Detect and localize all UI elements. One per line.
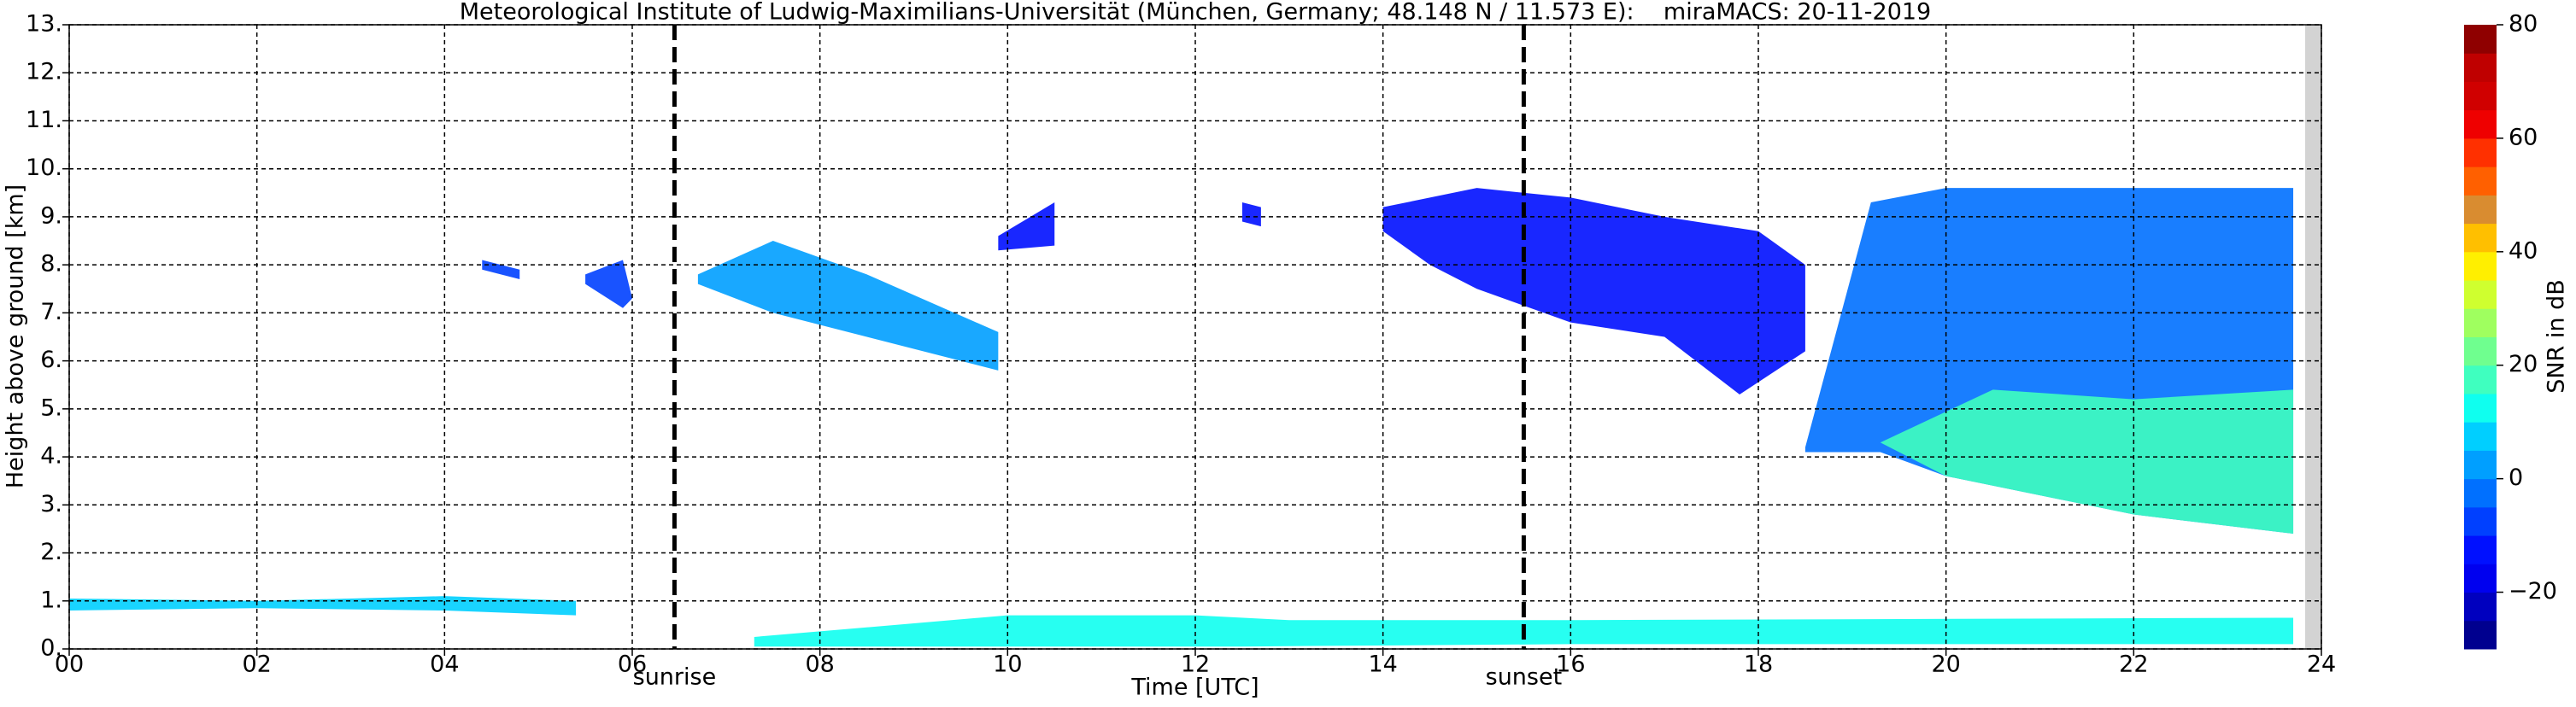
colorbar-tick-label: 0 — [2509, 465, 2523, 491]
colorbar-segment — [2464, 195, 2497, 225]
colorbar-segment — [2464, 308, 2497, 337]
y-tick-label: 12. — [26, 59, 62, 85]
annotation-label: sunset — [1486, 664, 1563, 691]
echo-region — [482, 260, 520, 280]
x-tick-label: 00 — [55, 651, 84, 678]
colorbar-tick-label: 40 — [2509, 237, 2538, 264]
colorbar-segment — [2464, 478, 2497, 508]
colorbar-tick-label: 20 — [2509, 351, 2538, 377]
colorbar-tick-label: 80 — [2509, 11, 2538, 38]
echo-region — [1382, 188, 1805, 394]
x-tick-label: 24 — [2307, 651, 2336, 678]
x-tick-label: 22 — [2119, 651, 2148, 678]
colorbar-segment — [2464, 393, 2497, 423]
colorbar-tick-label: 60 — [2509, 124, 2538, 150]
y-tick-label: 10. — [26, 155, 62, 181]
colorbar-segment — [2464, 280, 2497, 309]
colorbar-segment — [2464, 223, 2497, 253]
colorbar-segment — [2464, 535, 2497, 564]
colorbar-tick-label: −20 — [2509, 578, 2557, 605]
colorbar-segment — [2464, 620, 2497, 650]
colorbar-segment — [2464, 450, 2497, 480]
x-tick-label: 02 — [242, 651, 271, 678]
echo-region — [998, 202, 1055, 251]
colorbar-segment — [2464, 25, 2497, 54]
y-label: Height above ground [km] — [3, 184, 29, 488]
colorbar-label: SNR in dB — [2544, 279, 2570, 394]
colorbar-segment — [2464, 81, 2497, 111]
y-tick-label: 1. — [40, 587, 62, 613]
annotation-label: sunrise — [633, 664, 717, 691]
colorbar-segment — [2464, 506, 2497, 536]
echo-region — [585, 260, 632, 308]
echo-region — [1241, 202, 1261, 227]
x-tick-label: 20 — [1931, 651, 1960, 678]
x-tick-label: 10 — [993, 651, 1022, 678]
x-tick-label: 08 — [805, 651, 834, 678]
x-tick-label: 12 — [1181, 651, 1210, 678]
echo-region — [1880, 389, 2294, 535]
x-tick-label: 14 — [1368, 651, 1397, 678]
y-tick-label: 6. — [40, 347, 62, 373]
y-tick-label: 7. — [40, 299, 62, 325]
colorbar-segment — [2464, 251, 2497, 281]
y-tick-label: 5. — [40, 394, 62, 421]
colorbar-segment — [2464, 109, 2497, 139]
colorbar-segment — [2464, 592, 2497, 622]
y-tick-label: 9. — [40, 202, 62, 229]
chart-title: Meteorological Institute of Ludwig-Maxim… — [460, 0, 1932, 26]
echo-region — [697, 241, 999, 371]
x-tick-label: 06 — [618, 651, 647, 678]
y-tick-label: 0. — [40, 635, 62, 662]
colorbar-segment — [2464, 564, 2497, 593]
x-label: Time [UTC] — [1130, 675, 1259, 701]
colorbar-segment — [2464, 336, 2497, 366]
y-tick-label: 4. — [40, 443, 62, 470]
y-tick-label: 13. — [26, 11, 62, 38]
colorbar-segment — [2464, 167, 2497, 196]
y-tick-label: 8. — [40, 251, 62, 278]
y-tick-label: 11. — [26, 107, 62, 133]
y-tick-label: 2. — [40, 539, 62, 565]
no-data — [2305, 25, 2321, 649]
x-tick-label: 04 — [430, 651, 459, 678]
x-tick-label: 18 — [1744, 651, 1773, 678]
y-tick-label: 3. — [40, 491, 62, 517]
colorbar-segment — [2464, 53, 2497, 82]
colorbar-segment — [2464, 365, 2497, 394]
echo-region — [69, 596, 577, 616]
colorbar-segment — [2464, 422, 2497, 451]
plot-frame — [68, 24, 2322, 650]
colorbar-segment — [2464, 137, 2497, 167]
x-tick-label: 16 — [1556, 651, 1585, 678]
